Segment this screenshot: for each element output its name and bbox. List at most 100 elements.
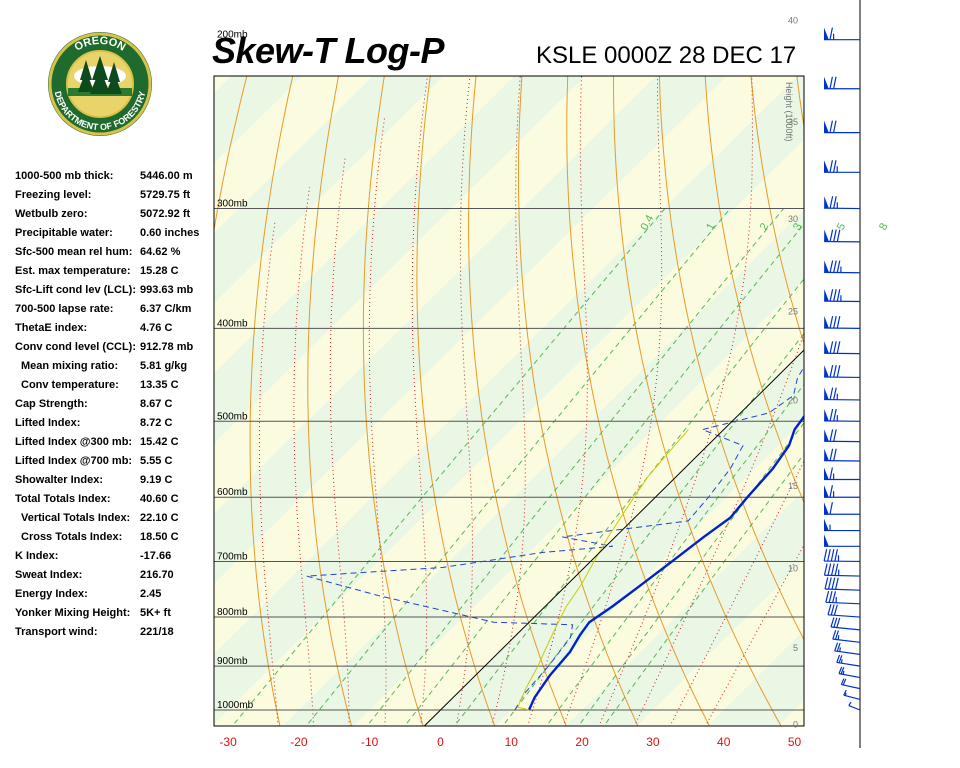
index-label: Cap Strength: (15, 398, 88, 410)
x-tick-label: -10 (361, 735, 379, 749)
index-value: 18.50 C (140, 531, 179, 543)
x-tick-label: 30 (646, 735, 660, 749)
wind-barb (824, 467, 860, 481)
index-value: 22.10 C (140, 512, 179, 524)
index-row: 700-500 lapse rate: 6.37 C/km (15, 301, 215, 320)
index-value: 15.42 C (140, 436, 179, 448)
index-label: Energy Index: (15, 588, 88, 600)
index-value: 4.76 C (140, 322, 173, 334)
index-row: Lifted Index @300 mb: 15.42 C (15, 434, 215, 453)
index-value: 5K+ ft (140, 607, 171, 619)
wind-barb (824, 518, 860, 532)
index-value: 216.70 (140, 569, 174, 581)
isotherm-band (565, 490, 804, 726)
index-value: 912.78 mb (140, 341, 194, 353)
mixing-ratio-label: 1 (704, 221, 717, 232)
wind-barb (830, 617, 861, 631)
pressure-label: 900mb (217, 656, 248, 667)
mixing-ratio-label: 8 (877, 221, 890, 232)
wind-barb (824, 502, 860, 515)
index-label: Sweat Index: (15, 569, 83, 581)
mixing-ratio-line (231, 208, 666, 726)
isotherm-band (214, 139, 804, 726)
index-value: 15.28 C (140, 265, 179, 277)
wind-barb (824, 534, 860, 547)
index-row: Transport wind: 221/18 (15, 624, 215, 643)
index-value: 2.45 (140, 588, 162, 600)
index-value: 64.62 % (140, 246, 181, 258)
index-label: K Index: (15, 550, 59, 562)
pressure-label: 300mb (217, 199, 248, 210)
wind-barb (824, 485, 860, 498)
index-row: Cap Strength: 8.67 C (15, 396, 215, 415)
dry-adiabat (942, 0, 960, 730)
index-label: Freezing level: (15, 189, 92, 201)
height-tick-label: 0 (793, 719, 798, 729)
wind-barb (832, 630, 861, 643)
dry-adiabat (658, 76, 804, 641)
pressure-label: 500mb (217, 411, 248, 422)
wind-barb (848, 701, 861, 711)
dry-adiabat (905, 0, 960, 730)
wind-barb (824, 408, 861, 422)
isotherm-band (214, 76, 586, 444)
x-tick-label: 50 (788, 735, 802, 749)
height-tick-label: 25 (788, 307, 798, 317)
temperature-line (527, 414, 804, 711)
wind-barb (824, 365, 861, 379)
dry-adiabat (518, 76, 639, 726)
index-label: Lifted Index: (15, 417, 81, 429)
freezing-isotherm (423, 349, 804, 726)
index-label: Lifted Index @700 mb: (15, 455, 133, 467)
x-tick-label: 40 (717, 735, 731, 749)
index-value: 8.67 C (140, 398, 173, 410)
index-row: Cross Totals Index: 18.50 C (15, 529, 215, 548)
wind-barb (834, 642, 861, 655)
index-value: 8.72 C (140, 417, 173, 429)
dry-adiabat (566, 76, 711, 726)
index-label: Est. max temperature: (15, 265, 131, 277)
mixing-ratio-label: 3 (791, 221, 804, 232)
dry-adiabat (704, 76, 804, 504)
wind-barb (840, 678, 861, 690)
dry-adiabat (416, 76, 496, 726)
index-value: 5729.75 ft (140, 189, 191, 201)
index-label: Total Totals Index: (15, 493, 111, 505)
index-row: Precipitable water: 0.60 inches (15, 225, 215, 244)
index-value: -17.66 (140, 550, 172, 562)
index-row: Wetbulb zero: 5072.92 ft (15, 206, 215, 225)
index-label: 1000-500 mb thick: (15, 170, 114, 182)
dry-adiabat (796, 76, 804, 130)
pressure-label: 400mb (217, 318, 248, 329)
dry-adiabat (214, 76, 248, 233)
height-tick-label: 20 (788, 396, 798, 406)
wind-barb (824, 387, 861, 401)
plot-frame (213, 75, 805, 727)
index-value: 5072.92 ft (140, 208, 191, 220)
index-value: 221/18 (140, 626, 174, 638)
mixing-ratio-line (366, 208, 784, 726)
wind-barb (824, 260, 861, 274)
index-row: Vertical Totals Index: 22.10 C (15, 510, 215, 529)
index-value: 993.63 mb (140, 284, 194, 296)
isotherm-band (849, 76, 960, 726)
oregon-forestry-logo: OREGON DEPARTMENT OF FORESTRY (48, 32, 152, 136)
index-label: Vertical Totals Index: (21, 512, 131, 524)
mixing-ratio-label: 2 (758, 221, 771, 232)
height-tick-label: 30 (788, 214, 798, 224)
index-value: 5446.00 m (140, 170, 193, 182)
wind-barb (824, 341, 861, 355)
isotherm-band (353, 279, 804, 726)
pressure-label: 700mb (217, 551, 248, 562)
index-row: Est. max temperature: 15.28 C (15, 263, 215, 282)
index-value: 40.60 C (140, 493, 179, 505)
logo-top-text: OREGON (73, 35, 128, 54)
index-value: 6.37 C/km (140, 303, 192, 315)
dry-adiabat (827, 0, 960, 730)
index-row: Sfc-Lift cond lev (LCL): 993.63 mb (15, 282, 215, 301)
isotherm-band (920, 76, 960, 726)
wind-barb (827, 604, 861, 618)
index-label: Conv cond level (CCL): (15, 341, 137, 353)
wind-barb (824, 448, 861, 462)
wind-barb (824, 229, 861, 243)
